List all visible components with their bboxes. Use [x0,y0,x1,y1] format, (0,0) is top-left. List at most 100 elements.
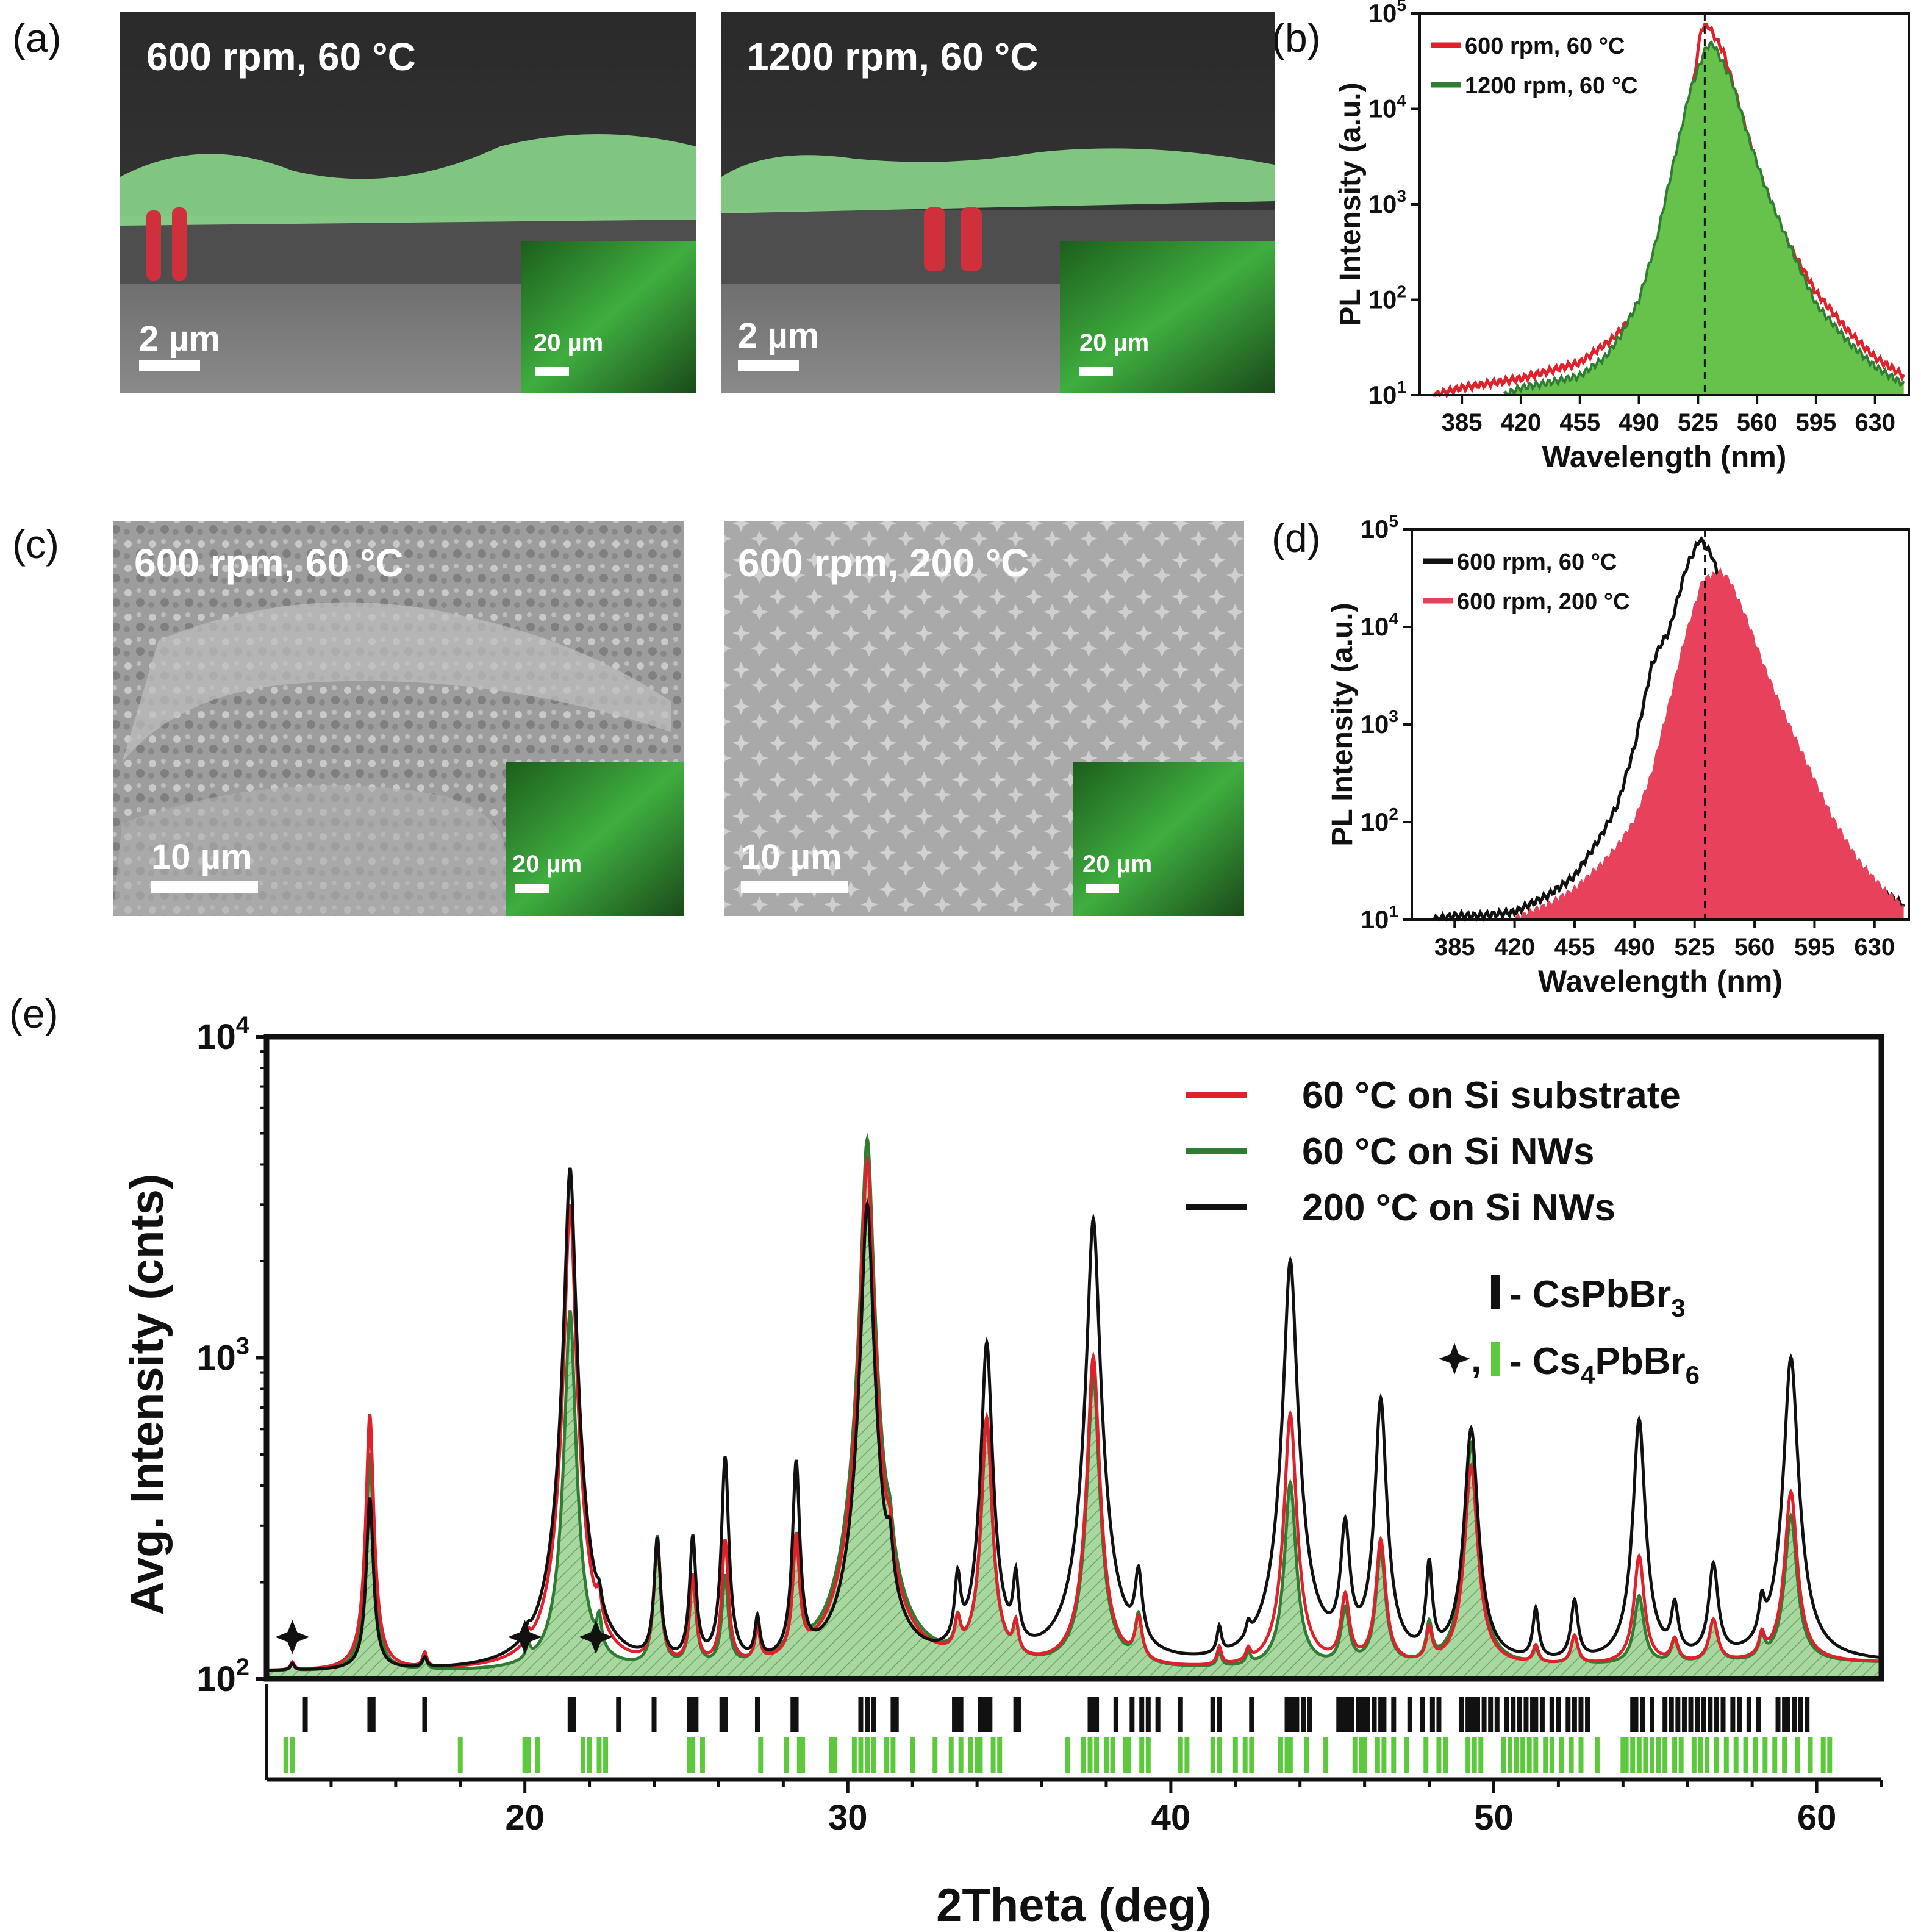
x-axis-title: Wavelength (nm) [1538,964,1783,998]
cspbbr3-ref-tick [1468,1697,1474,1732]
legend-label: 60 °C on Si substrate [1302,1075,1681,1117]
legend-subscript: 6 [1686,1361,1700,1389]
x-tick-label: 385 [1442,409,1483,436]
cs4pbbr6-ref-tick [1123,1737,1128,1773]
cspbbr3-ref-tick [1365,1697,1370,1732]
cs4pbbr6-ref-tick [581,1737,586,1773]
cspbbr3-ref-tick [1346,1697,1351,1732]
cspbbr3-ref-tick [1407,1697,1412,1732]
series-line-r [267,1154,1881,1672]
cspbbr3-ref-tick [1708,1697,1713,1732]
cspbbr3-ref-tick [1792,1697,1797,1732]
y-tick-exponent: 4 [236,1012,250,1039]
cs4pbbr6-ref-tick [1743,1737,1748,1773]
cs4pbbr6-legend-label: - Cs4PbBr6 [1509,1340,1700,1389]
cs4pbbr6-ref-tick [910,1737,915,1773]
cspbbr3-ref-tick [1356,1697,1361,1732]
cs4pbbr6-ref-tick [784,1737,789,1773]
y-tick-base: 10 [196,1659,236,1699]
y-tick-label: 101 [1368,377,1406,409]
legend-separator: , [1471,1339,1481,1381]
x-tick-label: 630 [1854,934,1895,961]
sem-image-a-right [721,12,1275,393]
cspbbr3-ref-tick [793,1697,799,1732]
xrd-plot-area [267,1132,1881,1679]
cs4pbbr6-ref-tick [1381,1737,1387,1773]
cspbbr3-ref-tick [1578,1697,1584,1732]
cspbbr3-ref-tick [723,1697,728,1732]
cs4pbbr6-ref-tick [1404,1737,1409,1773]
sem-a-left-inset-scalebar-label: 20 µm [534,329,603,356]
sem-a-left-scalebar-label: 2 µm [139,319,220,359]
cs4pbbr6-ref-tick [1636,1737,1642,1773]
cspbbr3-ref-tick [1391,1697,1397,1732]
cspbbr3-ref-tick [1362,1697,1367,1732]
cspbbr3-ref-tick [1530,1697,1536,1732]
x-axis-title: 2Theta (deg) [936,1880,1212,1931]
x-tick-label: 455 [1554,934,1595,961]
cs4pbbr6-ref-tick [800,1737,806,1773]
cspbbr3-ref-tick [955,1697,960,1732]
cspbbr3-ref-tick [1291,1697,1297,1732]
cs4pbbr6-ref-tick [948,1737,954,1773]
y-tick-exponent: 1 [1397,377,1406,396]
cspbbr3-ref-tick [1359,1697,1364,1732]
cs4pbbr6-ref-tick [1184,1737,1190,1773]
cs4pbbr6-ref-tick [1649,1737,1654,1773]
cs4pbbr6-ref-tick [1443,1737,1448,1773]
cspbbr3-ref-tick [1472,1697,1477,1732]
cspbbr3-ref-tick [1688,1697,1694,1732]
cspbbr3-ref-tick [858,1697,864,1732]
cs4pbbr6-ref-tick [1145,1737,1151,1773]
y-tick-exponent: 2 [236,1654,249,1681]
cspbbr3-ref-tick [1129,1697,1135,1732]
cspbbr3-ref-tick [567,1697,573,1732]
cspbbr3-ref-tick [1630,1697,1636,1732]
cspbbr3-ref-tick [1736,1697,1742,1732]
y-axis-title: Avg. Intensity (cnts) [121,1174,173,1615]
series-line-si-nws-60 [267,1132,1881,1672]
cs4pbbr6-ref-tick [1733,1737,1739,1773]
y-tick-label: 105 [1368,0,1406,27]
cspbbr3-ref-tick [422,1697,427,1732]
cs4pbbr6-ref-tick [1578,1737,1584,1773]
cspbbr3-ref-tick [987,1697,993,1732]
cs4pbbr6-ref-tick [1126,1737,1132,1773]
cspbbr3-ref-tick [754,1697,760,1732]
cs4pbbr6-ref-tick [1569,1737,1574,1773]
cs4pbbr6-ref-tick [990,1737,996,1773]
cspbbr3-ref-tick [1217,1697,1222,1732]
cspbbr3-ref-tick [370,1697,376,1732]
cs4pbbr6-ref-tick [1753,1737,1758,1773]
y-tick-exponent: 1 [1389,902,1398,921]
cs4pbbr6-star-marker [507,1620,542,1655]
cs4pbbr6-ref-tick [1698,1737,1703,1773]
y-tick-base: 10 [1368,0,1397,27]
cs4pbbr6-ref-tick [858,1737,864,1773]
x-tick-label: 490 [1619,409,1659,436]
cspbbr3-ref-tick [1533,1697,1539,1732]
cspbbr3-ref-tick [1294,1697,1300,1732]
cs4pbbr6-ref-tick [1242,1737,1248,1773]
cs4pbbr6-ref-tick [1772,1737,1778,1773]
pl-spectrum-chart-d: 385 420 455 490 525 560 595 630101102103104105W… [1326,512,1910,998]
cspbbr3-ref-tick [1094,1697,1100,1732]
cspbbr3-ref-tick [1459,1697,1464,1732]
cspbbr3-ref-tick [1465,1697,1471,1732]
x-tick-label: 30 [828,1798,868,1837]
cspbbr3-ref-tick [571,1697,576,1732]
x-tick-label: 60 [1797,1798,1837,1837]
cs4pbbr6-ref-tick [832,1737,838,1773]
y-tick-label: 103 [1361,707,1398,739]
cs4pbbr6-ref-tick [796,1737,802,1773]
cspbbr3-ref-tick [893,1697,899,1732]
cs4pbbr6-ref-tick [1217,1737,1222,1773]
cs4pbbr6-star-marker [579,1620,614,1655]
cspbbr3-ref-tick [1284,1697,1290,1732]
cspbbr3-ref-tick [690,1697,696,1732]
cs4pbbr6-ref-tick [1323,1737,1329,1773]
cspbbr3-ref-tick [1016,1697,1021,1732]
cspbbr3-ref-tick [890,1697,896,1732]
x-tick-label: 560 [1737,409,1778,436]
sem-a-right-scalebar-label: 2 µm [738,316,819,356]
